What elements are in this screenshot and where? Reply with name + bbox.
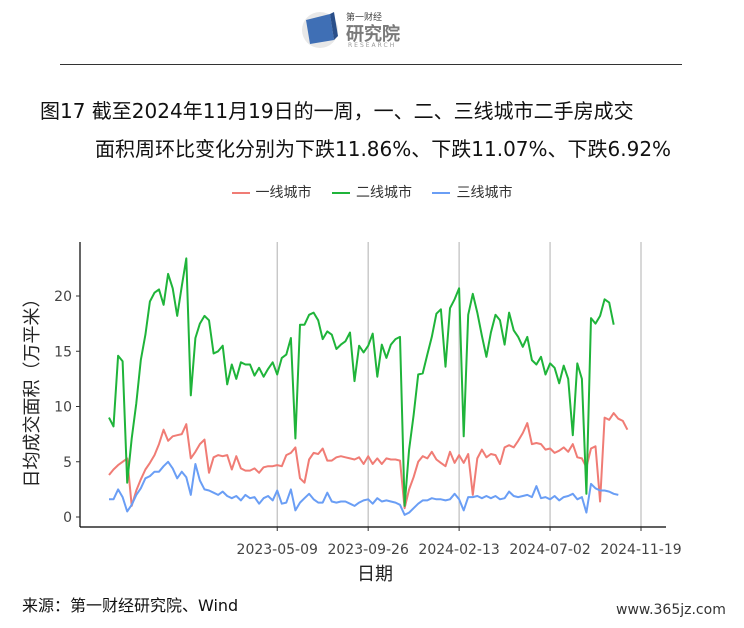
- logo: 第一财经 研究院 RESEARCH: [300, 6, 410, 54]
- legend-label-tier3: 三线城市: [456, 185, 513, 201]
- figure-title: 图17 截至2024年11月19日的一周，一、二、三线城市二手房成交 面积周环比…: [40, 92, 730, 168]
- title-line2: 面积周环比变化分别为下跌11.86%、下跌11.07%、下跌6.92%: [95, 137, 672, 161]
- legend-item-tier3: 三线城市: [432, 182, 512, 202]
- chart-legend: 一线城市 二线城市 三线城市: [0, 182, 744, 202]
- x-axis-title: 日期: [357, 564, 393, 585]
- legend-swatch-tier1: [231, 192, 250, 194]
- y-tick-label: 10: [54, 400, 72, 416]
- title-line1: 图17 截至2024年11月19日的一周，一、二、三线城市二手房成交: [40, 99, 634, 123]
- x-tick-label: 2024-11-19: [600, 542, 681, 558]
- x-tick-label: 2024-02-13: [418, 542, 499, 558]
- series-line-tier1: [108, 412, 629, 510]
- y-tick-label: 0: [63, 510, 72, 526]
- legend-swatch-tier3: [432, 192, 451, 194]
- legend-item-tier2: 二线城市: [332, 182, 412, 202]
- series-line-tier2: [108, 257, 615, 507]
- series-line-tier3: [109, 460, 619, 516]
- legend-swatch-tier2: [332, 192, 350, 194]
- y-tick-label: 20: [54, 289, 72, 305]
- header-rule: [60, 64, 682, 65]
- legend-item-tier1: 一线城市: [231, 182, 312, 202]
- logo-line3: RESEARCH: [348, 42, 397, 49]
- logo-emblem-icon: [302, 12, 338, 48]
- y-tick-label: 15: [54, 344, 72, 360]
- logo-line2: 研究院: [346, 24, 400, 45]
- legend-label-tier2: 二线城市: [356, 185, 412, 201]
- watermark: www.365jz.com: [616, 602, 726, 618]
- x-tick-label: 2023-05-09: [237, 542, 318, 558]
- y-axis-title: 日均成交面积（万平米）: [22, 290, 43, 488]
- legend-label-tier1: 一线城市: [255, 185, 312, 201]
- source-note: 来源：第一财经研究院、Wind: [22, 596, 239, 615]
- y-tick-label: 5: [63, 455, 72, 471]
- x-tick-label: 2023-09-26: [327, 542, 408, 558]
- x-tick-label: 2024-07-02: [509, 542, 590, 558]
- logo-line1: 第一财经: [346, 13, 383, 23]
